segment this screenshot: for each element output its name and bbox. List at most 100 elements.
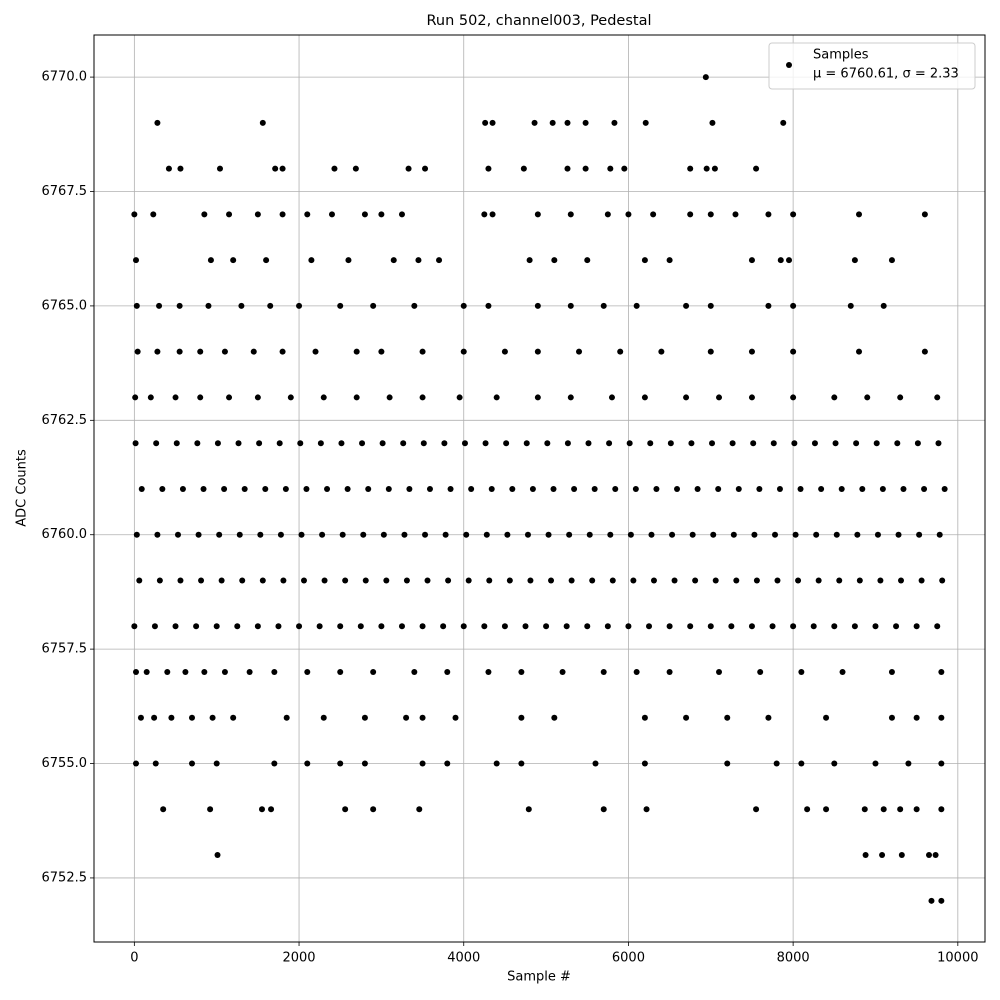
- y-tick-label: 6770.0: [42, 70, 88, 85]
- point: [304, 211, 311, 218]
- point: [666, 257, 673, 264]
- point: [468, 485, 475, 492]
- point: [463, 531, 470, 538]
- point: [790, 302, 797, 309]
- point: [671, 577, 678, 584]
- point: [419, 623, 426, 630]
- point: [683, 714, 690, 721]
- point: [765, 302, 772, 309]
- point: [254, 623, 261, 630]
- point: [551, 257, 558, 264]
- point: [296, 302, 303, 309]
- point: [137, 714, 144, 721]
- point: [195, 531, 202, 538]
- point: [647, 440, 654, 447]
- point: [156, 577, 163, 584]
- point: [880, 302, 887, 309]
- x-tick-label: 10000: [937, 951, 978, 966]
- point: [176, 302, 183, 309]
- point: [345, 257, 352, 264]
- point: [422, 165, 429, 172]
- point: [879, 485, 886, 492]
- point: [916, 531, 923, 538]
- point: [567, 394, 574, 401]
- point: [174, 531, 181, 538]
- point: [304, 669, 311, 676]
- point: [403, 714, 410, 721]
- point: [297, 440, 304, 447]
- point: [707, 623, 714, 630]
- point: [456, 394, 463, 401]
- point: [411, 302, 418, 309]
- point: [646, 623, 653, 630]
- point: [518, 714, 525, 721]
- point: [810, 623, 817, 630]
- point: [378, 623, 385, 630]
- point: [918, 577, 925, 584]
- point: [928, 897, 935, 904]
- point: [280, 577, 287, 584]
- point: [856, 211, 863, 218]
- point: [207, 806, 214, 813]
- point: [172, 394, 179, 401]
- point: [833, 531, 840, 538]
- point: [518, 669, 525, 676]
- point: [851, 257, 858, 264]
- point: [913, 714, 920, 721]
- point: [168, 714, 175, 721]
- point: [724, 714, 731, 721]
- point: [275, 623, 282, 630]
- point: [712, 577, 719, 584]
- point: [586, 531, 593, 538]
- point: [320, 394, 327, 401]
- point: [564, 119, 571, 126]
- point: [132, 669, 139, 676]
- point: [604, 211, 611, 218]
- point: [173, 440, 180, 447]
- point: [549, 119, 556, 126]
- point: [611, 119, 618, 126]
- point: [156, 302, 163, 309]
- point: [236, 531, 243, 538]
- point: [893, 623, 900, 630]
- point: [880, 806, 887, 813]
- point: [939, 577, 946, 584]
- point: [460, 623, 467, 630]
- point: [669, 531, 676, 538]
- point: [551, 714, 558, 721]
- point: [753, 806, 760, 813]
- point: [259, 577, 266, 584]
- point: [287, 394, 294, 401]
- point: [667, 440, 674, 447]
- point: [895, 531, 902, 538]
- point: [791, 440, 798, 447]
- point: [257, 531, 264, 538]
- point: [298, 531, 305, 538]
- point: [378, 211, 385, 218]
- point: [748, 394, 755, 401]
- point: [303, 485, 310, 492]
- point: [707, 302, 714, 309]
- point: [331, 165, 338, 172]
- point: [361, 211, 368, 218]
- point: [938, 806, 945, 813]
- point: [147, 394, 154, 401]
- point: [485, 302, 492, 309]
- point: [874, 531, 881, 538]
- point: [131, 623, 138, 630]
- point: [687, 211, 694, 218]
- point: [179, 485, 186, 492]
- legend-box: [768, 42, 976, 90]
- y-tick-label: 6755.0: [42, 756, 88, 771]
- point: [815, 577, 822, 584]
- point: [221, 669, 228, 676]
- point: [406, 485, 413, 492]
- point: [898, 577, 905, 584]
- point: [564, 165, 571, 172]
- point: [352, 165, 359, 172]
- point: [201, 669, 208, 676]
- point: [811, 440, 818, 447]
- point: [694, 485, 701, 492]
- point: [873, 440, 880, 447]
- point: [941, 485, 948, 492]
